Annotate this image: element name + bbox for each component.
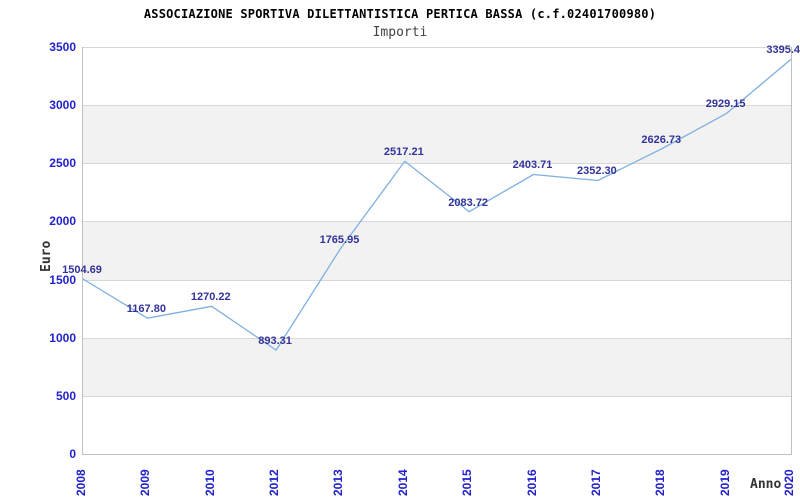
- x-tick-label: 2017: [588, 469, 603, 496]
- y-tick-label: 0: [69, 447, 76, 461]
- x-tick-label: 2015: [460, 469, 475, 496]
- x-axis-title: Anno: [750, 477, 782, 492]
- chart-title: ASSOCIAZIONE SPORTIVA DILETTANTISTICA PE…: [143, 7, 657, 21]
- y-axis-title: Euro: [39, 240, 54, 272]
- grid-line: [83, 105, 791, 107]
- point-value-label: 1765.95: [319, 233, 360, 246]
- x-tick-label: 2014: [395, 469, 410, 496]
- x-tick-label: 2019: [717, 469, 732, 496]
- point-value-label: 2517.21: [383, 146, 424, 159]
- y-tick-label: 2500: [49, 156, 76, 171]
- x-tick-label: 2008: [74, 469, 88, 496]
- point-value-label: 1270.22: [190, 291, 231, 304]
- plot-band: [83, 221, 791, 280]
- grid-line: [83, 395, 791, 397]
- point-value-label: 3395.4: [766, 44, 800, 57]
- plot-area: [82, 47, 792, 455]
- x-tick-label: 2018: [653, 469, 668, 496]
- grid-line: [83, 279, 791, 281]
- point-value-label: 2352.30: [577, 165, 617, 178]
- x-tick-label: 2012: [267, 469, 282, 496]
- x-tick-label: 2020: [782, 469, 796, 496]
- x-tick-label: 2013: [331, 469, 346, 496]
- grid-line: [83, 337, 791, 339]
- x-tick-label: 2016: [524, 469, 539, 496]
- y-tick-label: 3500: [49, 40, 76, 54]
- x-tick-label: 2009: [138, 469, 153, 496]
- plot-band: [83, 337, 791, 396]
- importi-line: [82, 58, 792, 351]
- y-tick-label: 1000: [49, 330, 76, 345]
- point-value-label: 2626.73: [641, 133, 682, 146]
- grid-line: [83, 163, 791, 165]
- chart-subtitle: Importi: [372, 25, 428, 40]
- y-tick-label: 3000: [49, 98, 76, 113]
- point-value-label: 2403.71: [512, 159, 553, 172]
- point-value-label: 893.31: [258, 335, 292, 348]
- y-tick-label: 1500: [49, 272, 76, 287]
- plot-band: [83, 105, 791, 164]
- y-tick-label: 500: [55, 388, 76, 403]
- point-value-label: 2929.15: [705, 98, 746, 111]
- x-tick-label: 2010: [202, 469, 217, 496]
- point-value-label: 2083.72: [448, 196, 489, 209]
- grid-line: [83, 47, 791, 48]
- point-value-label: 1167.80: [126, 303, 166, 316]
- point-value-label: 1504.69: [62, 264, 102, 277]
- y-tick-label: 2000: [49, 214, 76, 229]
- grid-line: [83, 221, 791, 223]
- series-line: [82, 58, 792, 351]
